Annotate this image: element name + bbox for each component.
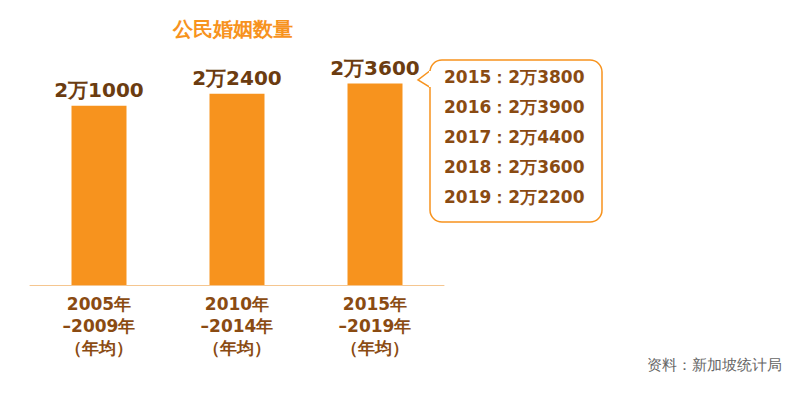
svg-text:2018：2万3600: 2018：2万3600: [444, 157, 585, 177]
svg-text:2017：2万4400: 2017：2万4400: [444, 127, 585, 147]
svg-text:2015年: 2015年: [343, 294, 407, 314]
svg-text:–2019年: –2019年: [339, 316, 412, 336]
svg-text:2万3600: 2万3600: [330, 56, 420, 80]
svg-text:（年均）: （年均）: [65, 338, 133, 358]
svg-text:2万2400: 2万2400: [192, 66, 282, 90]
svg-text:公民婚姻数量: 公民婚姻数量: [172, 17, 293, 41]
svg-text:–2014年: –2014年: [201, 316, 274, 336]
svg-text:2019：2万2200: 2019：2万2200: [444, 187, 585, 207]
svg-text:（年均）: （年均）: [341, 338, 409, 358]
svg-text:2010年: 2010年: [205, 294, 269, 314]
svg-text:（年均）: （年均）: [203, 338, 271, 358]
svg-text:资料：新加坡统计局: 资料：新加坡统计局: [647, 356, 782, 374]
svg-text:2016：2万3900: 2016：2万3900: [444, 97, 585, 117]
svg-text:–2009年: –2009年: [63, 316, 136, 336]
svg-text:2015：2万3800: 2015：2万3800: [444, 67, 585, 87]
svg-text:2万1000: 2万1000: [54, 78, 144, 102]
svg-text:2005年: 2005年: [67, 294, 131, 314]
